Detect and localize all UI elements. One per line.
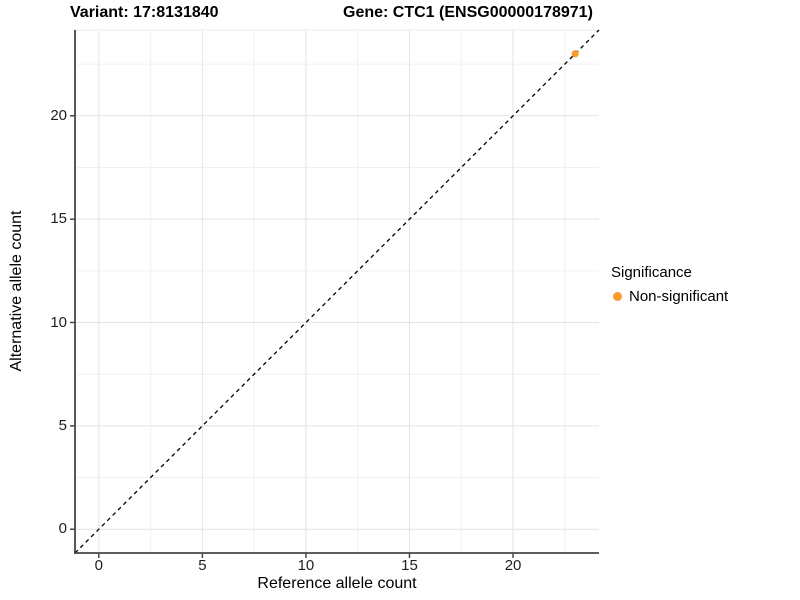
y-tick-label: 20 — [50, 106, 67, 124]
x-tick-label: 5 — [198, 557, 207, 574]
x-tick-label: 10 — [297, 557, 315, 574]
legend-item-label: Non-significant — [629, 288, 729, 305]
legend-title: Significance — [611, 264, 692, 281]
legend-item-non-significant: Non-significant — [611, 288, 728, 305]
major-gridlines — [75, 30, 599, 553]
legend: Significance Non-significant — [611, 264, 728, 305]
y-tick-label: 10 — [50, 313, 67, 331]
x-tick-label: 15 — [401, 557, 418, 574]
legend-key-dot-icon — [613, 292, 622, 301]
y-axis-title: Alternative allele count — [8, 210, 25, 372]
x-axis-title: Reference allele count — [257, 575, 417, 592]
plot-title-gene: Gene: CTC1 (ENSG00000178971) — [343, 4, 593, 21]
plot-title-variant: Variant: 17:8131840 — [70, 4, 219, 21]
y-tick-label: 0 — [58, 520, 67, 538]
axis-lines — [74, 30, 599, 554]
data-point — [571, 50, 579, 58]
y-tick-label: 5 — [58, 416, 67, 434]
x-tick-label: 0 — [94, 557, 103, 574]
y-tick-label: 15 — [50, 210, 67, 228]
tick-marks — [70, 115, 514, 558]
data-points — [571, 50, 579, 58]
identity-line — [74, 29, 600, 554]
minor-gridlines — [75, 30, 599, 553]
x-tick-label: 20 — [504, 557, 522, 574]
